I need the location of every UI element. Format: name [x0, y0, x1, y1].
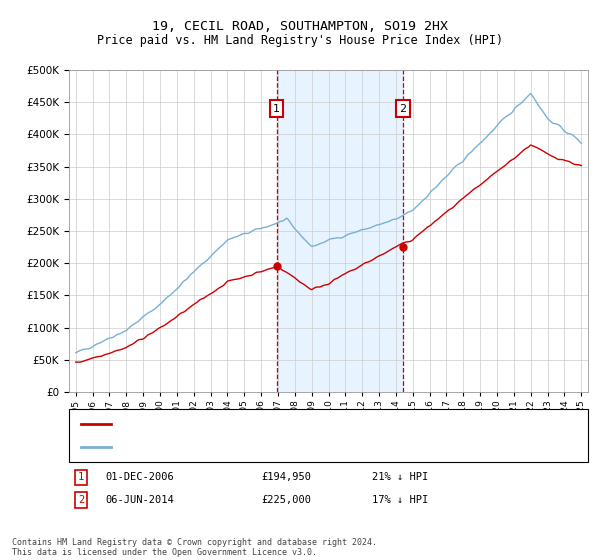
Text: HPI: Average price, detached house, Southampton: HPI: Average price, detached house, Sout…: [117, 442, 393, 452]
Text: 1: 1: [78, 472, 84, 482]
Text: Price paid vs. HM Land Registry's House Price Index (HPI): Price paid vs. HM Land Registry's House …: [97, 34, 503, 46]
Text: 01-DEC-2006: 01-DEC-2006: [105, 472, 174, 482]
Text: 1: 1: [273, 104, 280, 114]
Text: Contains HM Land Registry data © Crown copyright and database right 2024.
This d: Contains HM Land Registry data © Crown c…: [12, 538, 377, 557]
Text: 17% ↓ HPI: 17% ↓ HPI: [372, 495, 428, 505]
Text: 2: 2: [400, 104, 407, 114]
Bar: [277, 70, 403, 392]
Text: 21% ↓ HPI: 21% ↓ HPI: [372, 472, 428, 482]
Text: 19, CECIL ROAD, SOUTHAMPTON, SO19 2HX: 19, CECIL ROAD, SOUTHAMPTON, SO19 2HX: [152, 20, 448, 32]
Text: 06-JUN-2014: 06-JUN-2014: [105, 495, 174, 505]
Text: £225,000: £225,000: [261, 495, 311, 505]
Text: 2: 2: [78, 495, 84, 505]
Text: 19, CECIL ROAD, SOUTHAMPTON, SO19 2HX (detached house): 19, CECIL ROAD, SOUTHAMPTON, SO19 2HX (d…: [117, 419, 434, 429]
Text: £194,950: £194,950: [261, 472, 311, 482]
